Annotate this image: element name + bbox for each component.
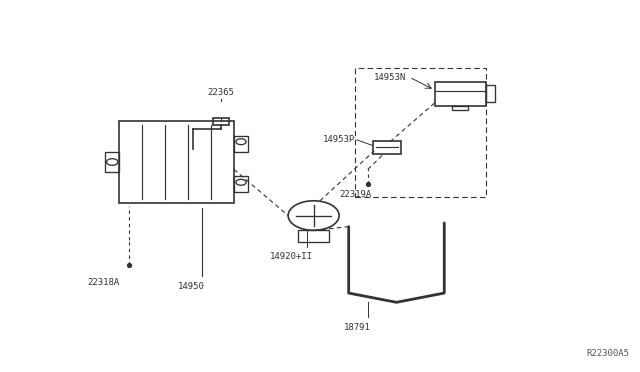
Bar bbox=[486, 86, 495, 102]
Bar bbox=[435, 82, 486, 106]
Bar bbox=[234, 136, 248, 152]
Bar bbox=[234, 176, 248, 192]
Bar bbox=[105, 152, 119, 172]
Text: 14953P: 14953P bbox=[323, 135, 355, 144]
Bar bbox=[372, 141, 401, 154]
Text: 22319A: 22319A bbox=[339, 190, 371, 199]
Text: 14953N: 14953N bbox=[374, 73, 406, 81]
Bar bbox=[298, 230, 329, 242]
Text: 22318A: 22318A bbox=[87, 278, 120, 287]
Text: 14950: 14950 bbox=[178, 282, 205, 291]
Bar bbox=[452, 106, 468, 110]
Text: R22300A5: R22300A5 bbox=[586, 349, 629, 358]
Text: 18791: 18791 bbox=[344, 323, 371, 331]
Bar bbox=[213, 118, 229, 125]
Text: 14920+II: 14920+II bbox=[270, 253, 313, 262]
Text: 22365: 22365 bbox=[208, 89, 235, 97]
Bar bbox=[119, 121, 234, 203]
